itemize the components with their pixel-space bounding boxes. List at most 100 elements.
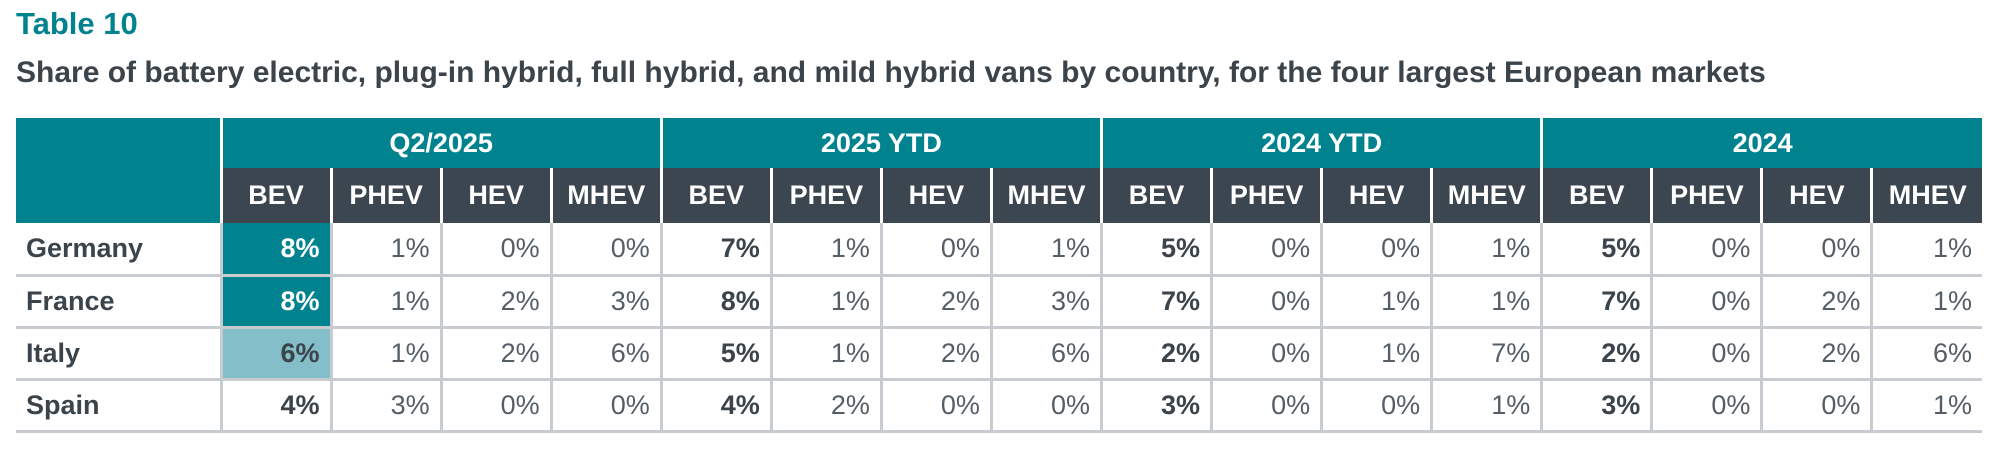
value-cell: 1% — [329, 327, 442, 381]
column-header: HEV — [1760, 168, 1872, 223]
column-header: HEV — [439, 168, 552, 223]
column-header: HEV — [1320, 168, 1432, 223]
column-header: HEV — [879, 168, 992, 223]
header-corner — [16, 168, 221, 223]
column-header: BEV — [1540, 168, 1652, 223]
column-header: BEV — [1099, 168, 1212, 223]
value-cell: 0% — [1210, 275, 1322, 329]
value-cell: 1% — [1320, 275, 1432, 329]
column-header: PHEV — [1650, 168, 1762, 223]
value-cell: 0% — [1650, 379, 1762, 433]
value-cell: 5% — [1540, 223, 1652, 277]
column-header: MHEV — [1430, 168, 1542, 223]
value-cell: 2% — [439, 327, 552, 381]
value-cell: 8% — [659, 275, 772, 329]
value-cell: 4% — [659, 379, 772, 433]
table-title: Share of battery electric, plug-in hybri… — [16, 56, 1766, 89]
value-cell: 7% — [1540, 275, 1652, 329]
value-cell: 0% — [1650, 327, 1762, 381]
value-cell: 1% — [1320, 327, 1432, 381]
table-row: Italy 6% 1% 2% 6% 5% 1% 2% 6% 2% 0% 1% 7… — [16, 327, 1982, 381]
value-cell: 1% — [769, 327, 882, 381]
country-cell: Italy — [16, 327, 221, 381]
value-cell: 2% — [1099, 327, 1212, 381]
column-header: BEV — [219, 168, 332, 223]
column-header: MHEV — [1870, 168, 1982, 223]
value-cell: 0% — [1210, 379, 1322, 433]
value-cell: 0% — [879, 379, 992, 433]
value-cell: 6% — [989, 327, 1102, 381]
value-cell: 1% — [329, 223, 442, 277]
value-cell: 5% — [1099, 223, 1212, 277]
value-cell: 1% — [1870, 379, 1982, 433]
period-header: 2024 YTD — [1099, 118, 1542, 168]
value-cell: 0% — [879, 223, 992, 277]
table-row: France 8% 1% 2% 3% 8% 1% 2% 3% 7% 0% 1% … — [16, 275, 1982, 329]
table-row: Spain 4% 3% 0% 0% 4% 2% 0% 0% 3% 0% 0% 1… — [16, 379, 1982, 433]
value-cell: 0% — [1320, 223, 1432, 277]
value-cell: 6% — [1870, 327, 1982, 381]
value-cell: 0% — [1210, 223, 1322, 277]
value-cell: 1% — [329, 275, 442, 329]
value-cell: 4% — [219, 379, 332, 433]
header-corner — [16, 118, 221, 168]
value-cell: 2% — [879, 275, 992, 329]
value-cell: 8% — [219, 275, 332, 329]
value-cell: 1% — [1870, 275, 1982, 329]
value-cell: 3% — [549, 275, 662, 329]
value-cell: 2% — [1540, 327, 1652, 381]
value-cell: 3% — [1540, 379, 1652, 433]
column-header: PHEV — [1210, 168, 1322, 223]
value-cell: 2% — [769, 379, 882, 433]
country-cell: France — [16, 275, 221, 329]
value-cell: 0% — [1650, 275, 1762, 329]
value-cell: 1% — [1430, 275, 1542, 329]
value-cell: 6% — [549, 327, 662, 381]
value-cell: 0% — [439, 379, 552, 433]
value-cell: 0% — [439, 223, 552, 277]
value-cell: 0% — [1760, 223, 1872, 277]
value-cell: 1% — [1430, 379, 1542, 433]
value-cell: 3% — [1099, 379, 1212, 433]
value-cell: 1% — [769, 223, 882, 277]
value-cell: 3% — [329, 379, 442, 433]
value-cell: 7% — [1099, 275, 1212, 329]
value-cell: 1% — [989, 223, 1102, 277]
column-header: MHEV — [989, 168, 1102, 223]
value-cell: 0% — [549, 223, 662, 277]
table-row: Germany 8% 1% 0% 0% 7% 1% 0% 1% 5% 0% 0%… — [16, 223, 1982, 277]
value-cell: 0% — [989, 379, 1102, 433]
value-cell: 0% — [1320, 379, 1432, 433]
value-cell: 3% — [989, 275, 1102, 329]
period-header-row: Q2/2025 2025 YTD 2024 YTD 2024 — [16, 118, 1982, 168]
period-header: 2025 YTD — [659, 118, 1102, 168]
country-cell: Germany — [16, 223, 221, 277]
value-cell: 1% — [1870, 223, 1982, 277]
value-cell: 5% — [659, 327, 772, 381]
value-cell: 7% — [659, 223, 772, 277]
value-cell: 2% — [1760, 275, 1872, 329]
column-header: PHEV — [769, 168, 882, 223]
column-header: PHEV — [329, 168, 442, 223]
period-header: 2024 — [1540, 118, 1982, 168]
value-cell: 2% — [439, 275, 552, 329]
value-cell: 0% — [1210, 327, 1322, 381]
period-header: Q2/2025 — [219, 118, 662, 168]
country-cell: Spain — [16, 379, 221, 433]
value-cell: 8% — [219, 223, 332, 277]
value-cell: 6% — [219, 327, 332, 381]
value-cell: 2% — [879, 327, 992, 381]
column-header-row: BEV PHEV HEV MHEV BEV PHEV HEV MHEV BEV … — [16, 168, 1982, 223]
column-header: MHEV — [549, 168, 662, 223]
value-cell: 1% — [769, 275, 882, 329]
value-cell: 0% — [549, 379, 662, 433]
value-cell: 1% — [1430, 223, 1542, 277]
value-cell: 0% — [1650, 223, 1762, 277]
value-cell: 2% — [1760, 327, 1872, 381]
value-cell: 0% — [1760, 379, 1872, 433]
data-table: Q2/2025 2025 YTD 2024 YTD 2024 BEV PHEV … — [16, 118, 1982, 433]
table-label: Table 10 — [16, 6, 138, 41]
column-header: BEV — [659, 168, 772, 223]
value-cell: 7% — [1430, 327, 1542, 381]
